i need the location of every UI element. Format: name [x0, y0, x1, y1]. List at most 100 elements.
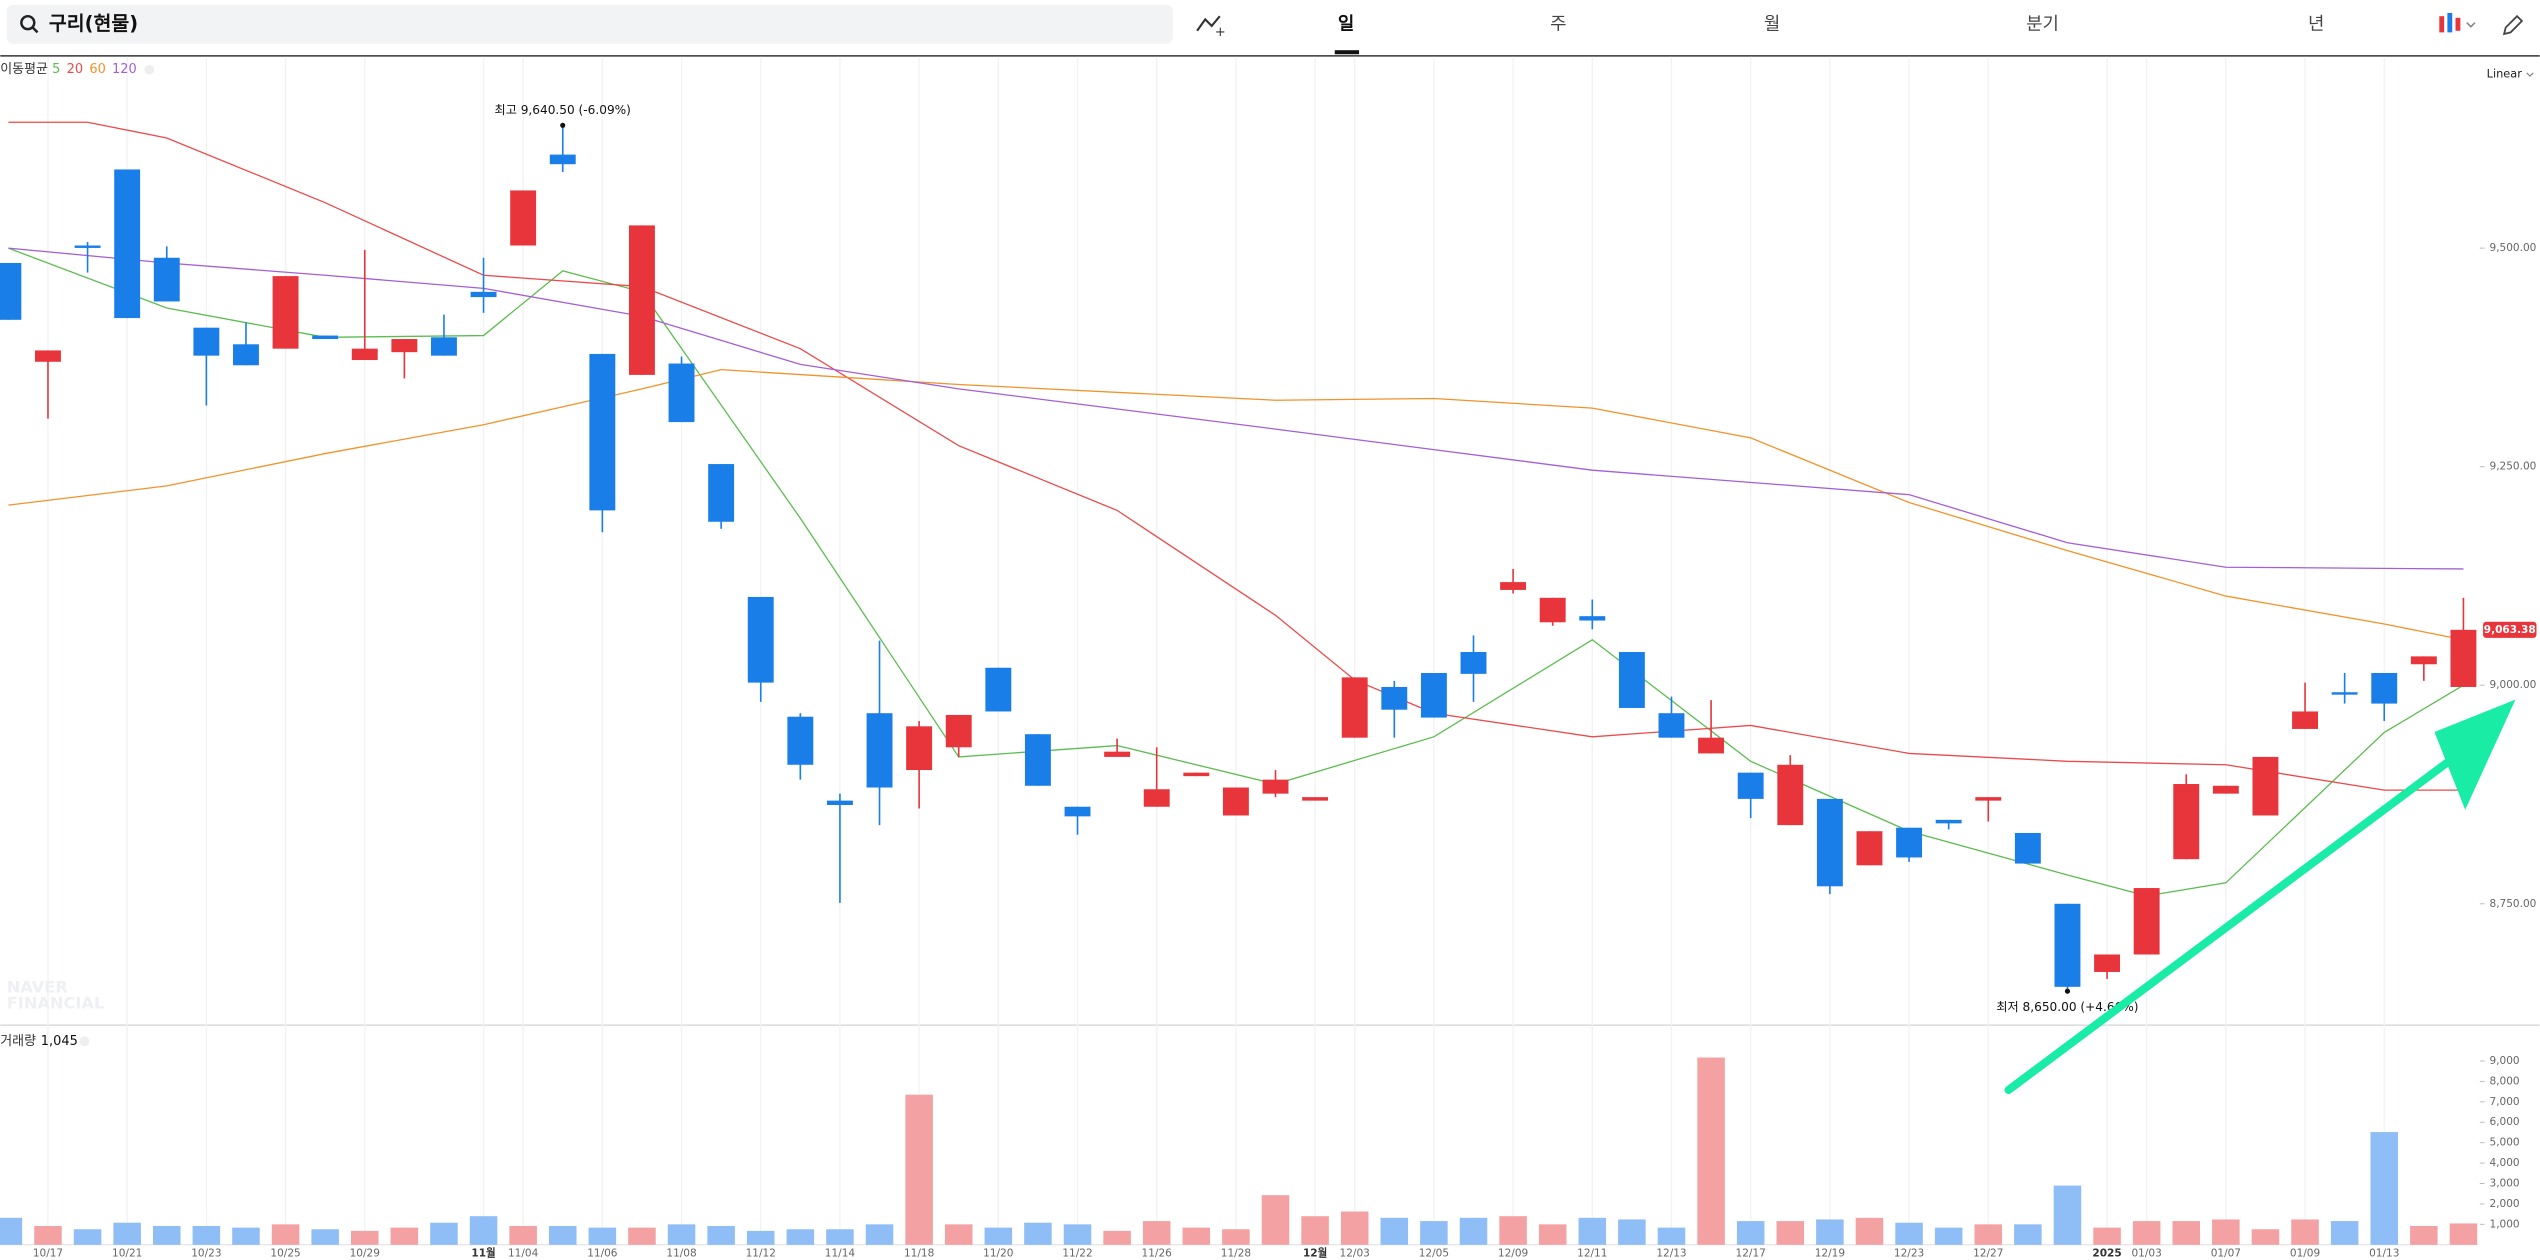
volume-legend-close[interactable]: [79, 1036, 90, 1047]
volume-bar: [2132, 1221, 2161, 1245]
indicator-button[interactable]: [1196, 15, 1221, 32]
search-box[interactable]: [6, 4, 1173, 44]
volume-bar: [2330, 1221, 2359, 1245]
volume-title: 거래량: [0, 1034, 36, 1049]
x-tick-label: 12/09: [1498, 1248, 1528, 1260]
candle-body: [668, 363, 695, 423]
tab-month[interactable]: 월: [1764, 13, 1780, 34]
volume-bar: [2014, 1224, 2042, 1245]
last-price-tag: [2483, 621, 2537, 638]
moving-average-line: [8, 247, 2464, 570]
candle-body: [1222, 787, 1249, 816]
volume-bar: [1182, 1227, 1211, 1245]
volume-bar: [509, 1225, 537, 1245]
candle-body: [74, 245, 101, 248]
tab-quarter[interactable]: 분기: [2026, 13, 2059, 34]
candle-body: [787, 716, 814, 765]
x-tick-label: 12/13: [1656, 1248, 1686, 1260]
moving-average-line: [8, 368, 2464, 641]
volume-tick-label: 6,000: [2490, 1116, 2520, 1128]
volume-bar: [2251, 1229, 2280, 1245]
candle-body: [1460, 652, 1487, 674]
tab-active-underline: [1334, 50, 1360, 55]
candle-body: [114, 169, 141, 319]
candle-body: [2410, 656, 2437, 665]
low-marker: [2064, 988, 2071, 994]
candle-body: [1816, 798, 1843, 887]
chart-type-button[interactable]: [2439, 12, 2476, 33]
x-tick-label: 2025: [2092, 1248, 2121, 1260]
tab-week[interactable]: 주: [1550, 13, 1566, 34]
x-tick-label: 10/21: [112, 1248, 142, 1260]
candle-body: [2054, 903, 2081, 987]
candle-body: [35, 350, 61, 362]
volume-bar: [153, 1225, 181, 1245]
volume-tick-label: 1,000: [2490, 1218, 2520, 1230]
volume-bar: [232, 1227, 260, 1245]
ma-legend-entry: 20: [67, 62, 83, 77]
candle-body: [708, 464, 735, 522]
volume-bar: [984, 1227, 1013, 1245]
tab-day[interactable]: 일: [1338, 13, 1354, 34]
volume-bar: [192, 1225, 221, 1245]
x-tick-label: 12/03: [1340, 1248, 1370, 1260]
x-tick-label: 11/20: [983, 1248, 1013, 1260]
search-text[interactable]: 구리(현물): [49, 12, 138, 35]
volume-bar: [1855, 1217, 1884, 1245]
x-tick-label: 12월: [1303, 1247, 1327, 1260]
volume-bar: [469, 1216, 498, 1245]
volume-tick-label: 4,000: [2490, 1157, 2520, 1169]
candle-body: [945, 714, 972, 748]
volume-tick-label: 2,000: [2490, 1198, 2520, 1210]
volume-bar: [1974, 1224, 2003, 1245]
candle-body: [193, 327, 220, 356]
volume-bar: [1222, 1229, 1250, 1245]
arrow-head: [2434, 699, 2516, 810]
candle-body: [1500, 582, 1527, 590]
candle-body: [2094, 954, 2121, 972]
volume-bar: [667, 1224, 696, 1245]
volume-bar: [430, 1222, 458, 1245]
volume-bar: [2093, 1227, 2121, 1245]
candle-body: [2292, 711, 2319, 729]
draw-button[interactable]: [2502, 14, 2524, 36]
candle-body: [1856, 831, 1883, 866]
low-label: 최저 8,650.00 (+4.66%): [1996, 1000, 2138, 1014]
candle-body: [1262, 779, 1289, 794]
candle-body: [2133, 888, 2160, 955]
ma-legend-title: 이동평균: [0, 62, 48, 77]
candle-body: [747, 596, 774, 683]
volume-bar: [1420, 1221, 1448, 1245]
volume-bar: [390, 1227, 419, 1245]
last-price-label: 9,063.38: [2484, 624, 2536, 636]
candle-body: [430, 337, 457, 356]
scale-label[interactable]: Linear: [2487, 66, 2523, 80]
candle-body: [1896, 827, 1923, 858]
volume-tick-label: 3,000: [2490, 1178, 2520, 1190]
volume-bar: [311, 1229, 339, 1245]
arrow-shaft: [2004, 757, 2454, 1094]
x-tick-label: 10/17: [33, 1248, 63, 1260]
candle-body: [1302, 797, 1329, 801]
candle-body: [1183, 772, 1210, 777]
volume-bar: [1142, 1221, 1171, 1245]
candle-body: [1381, 686, 1408, 710]
high-marker: [560, 122, 566, 128]
volume-bar: [548, 1225, 577, 1245]
volume-bar: [786, 1229, 815, 1245]
candle-body: [1539, 597, 1566, 623]
x-tick-label: 11/12: [746, 1248, 776, 1260]
y-tick-label: 8,750.00: [2490, 898, 2537, 910]
tab-year[interactable]: 년: [2308, 13, 2324, 34]
ma-legend-close[interactable]: [144, 64, 155, 75]
volume-bar: [2410, 1225, 2438, 1245]
volume-bar: [1340, 1211, 1369, 1245]
x-tick-label: 12/27: [1973, 1248, 2003, 1260]
candle-body: [826, 800, 853, 805]
volume-bar: [73, 1229, 102, 1245]
volume-tick-label: 9,000: [2490, 1055, 2520, 1067]
candle-body: [1618, 652, 1645, 708]
